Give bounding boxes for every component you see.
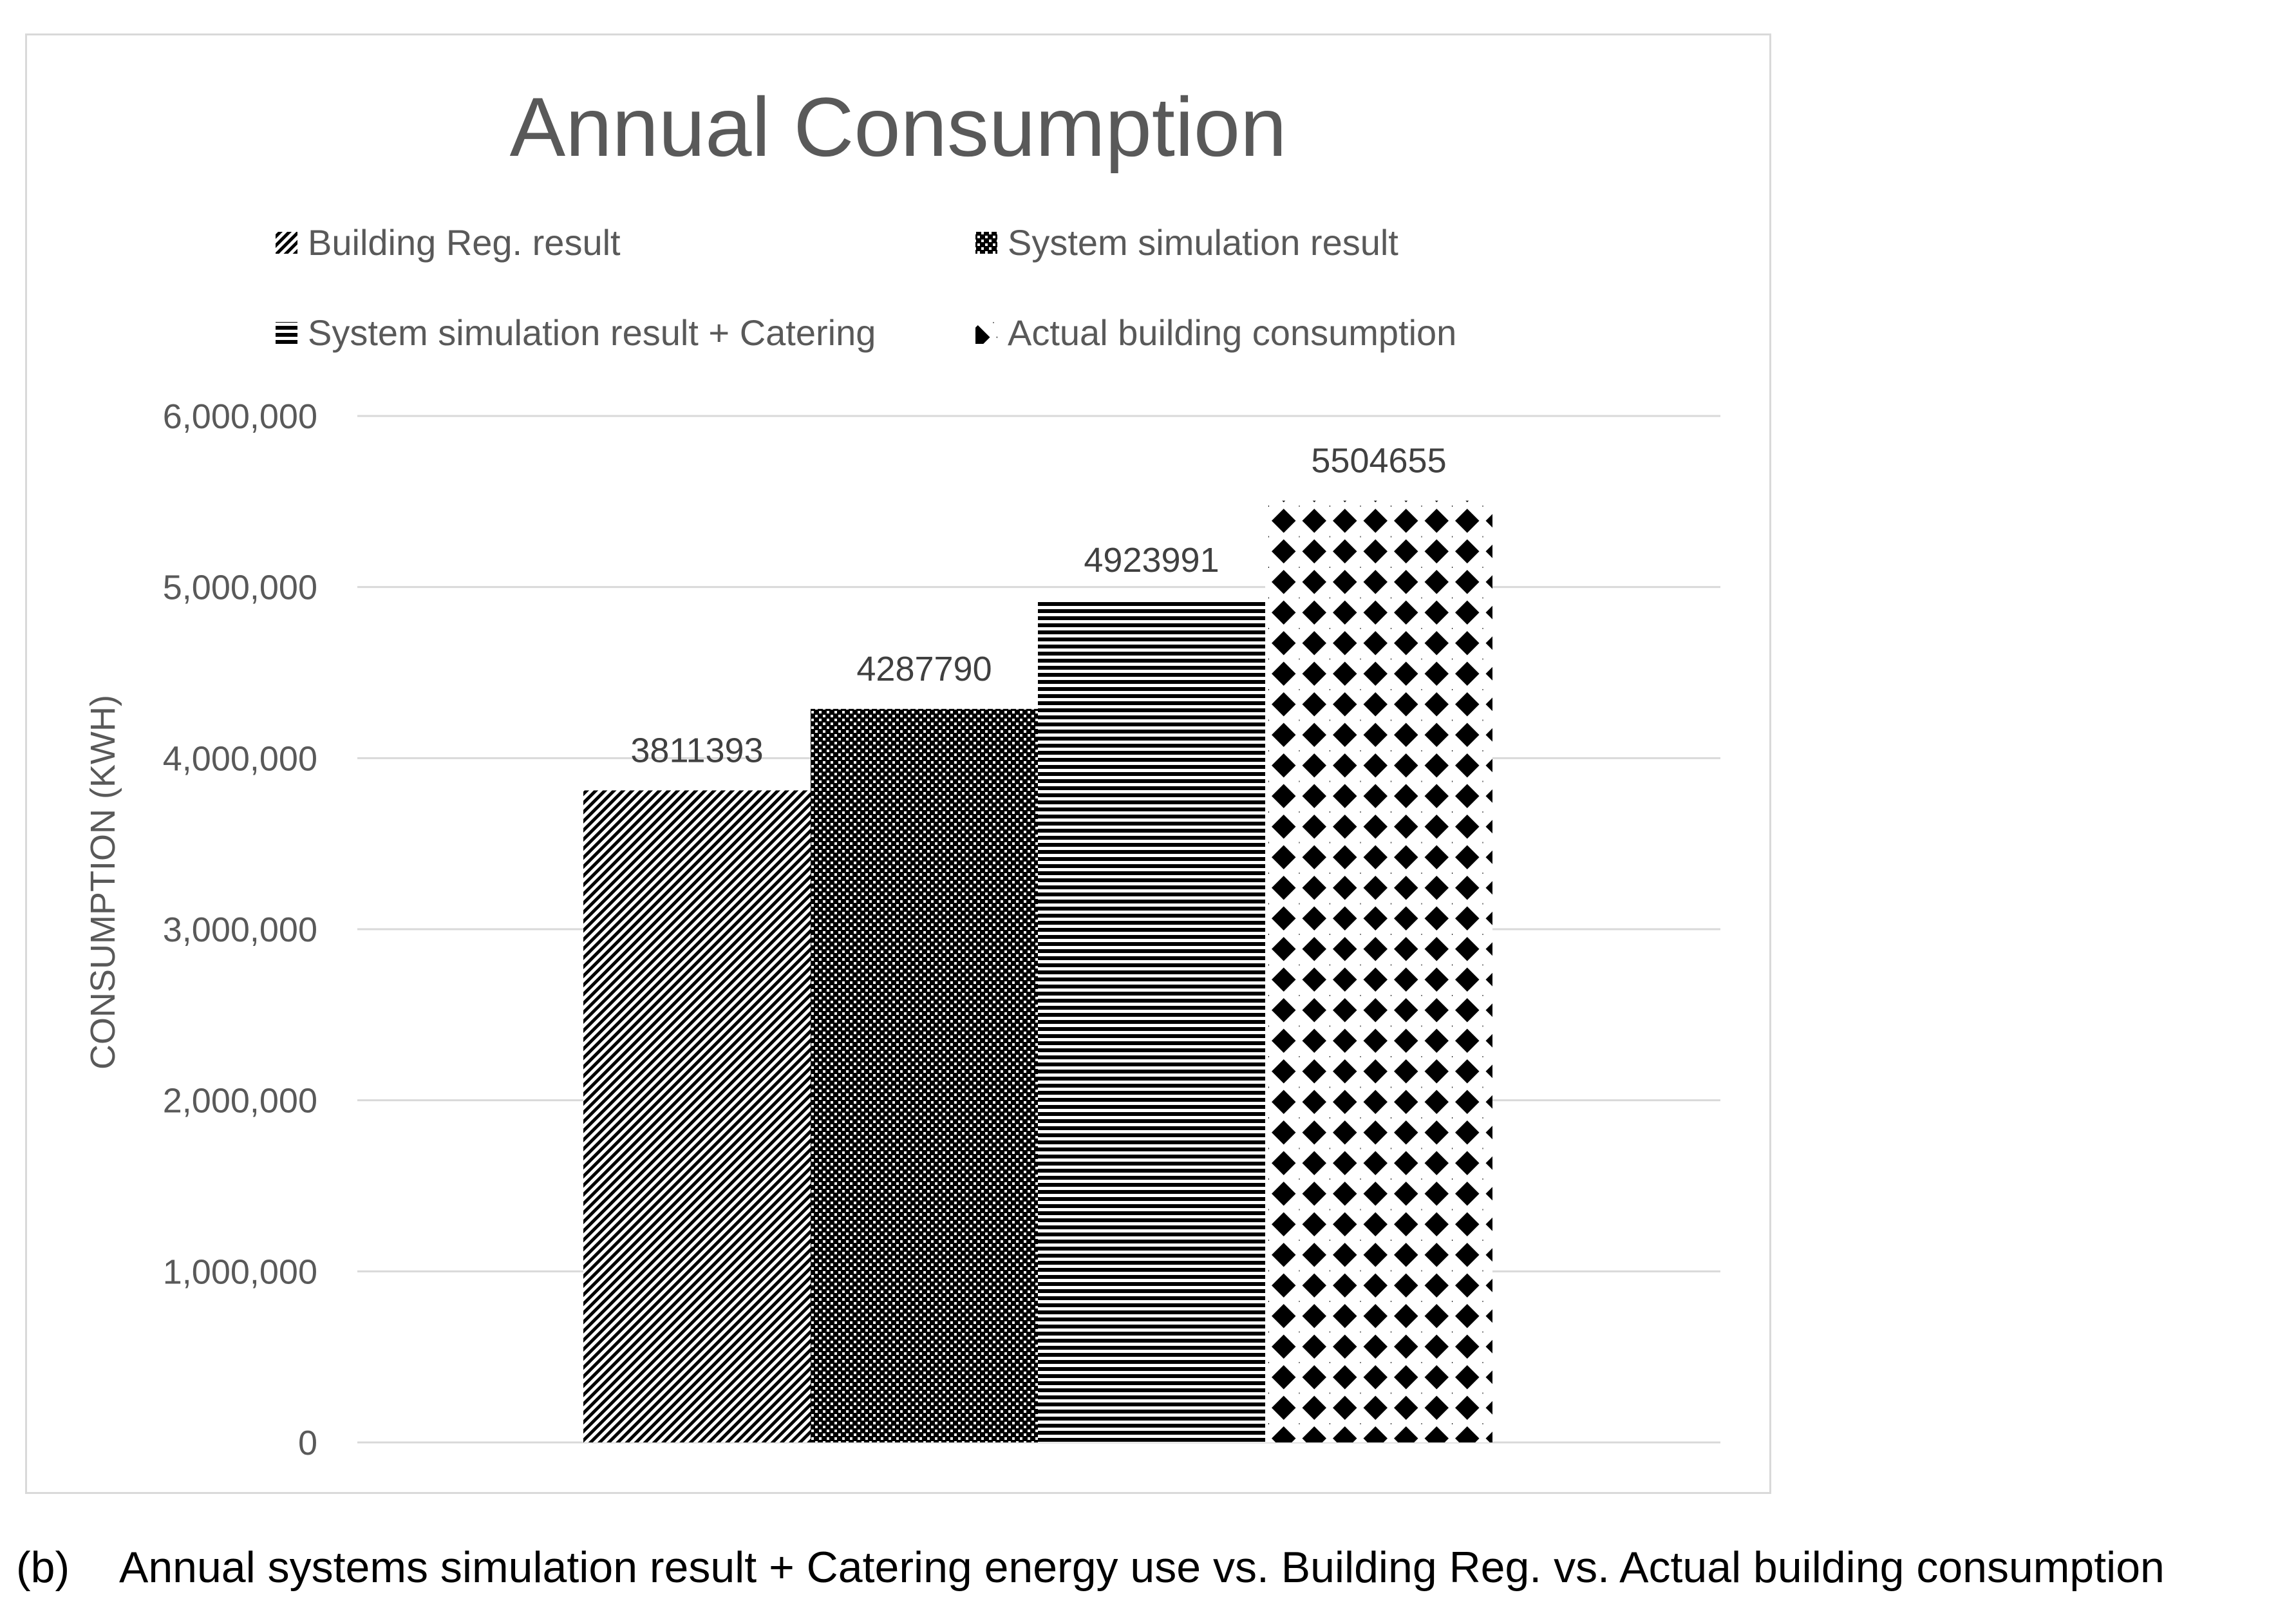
caption-label: (b) [16,1543,70,1592]
legend-swatch-horizontal [276,322,297,344]
legend-label: System simulation result [1008,222,1398,263]
legend-swatch-diagonal [276,232,297,254]
y-tick-labels: 0 1,000,000 2,000,000 3,000,000 4,000,000 5,0… [163,397,317,1462]
y-axis-label: CONSUMPTION (KWH) [84,695,122,1070]
caption-text: Annual systems simulation result + Cater… [119,1543,2165,1592]
legend: Building Reg. result System simulation re… [276,222,1456,353]
y-tick-label: 5,000,000 [163,569,317,607]
legend-label: Building Reg. result [308,222,621,263]
data-label: 4923991 [1084,541,1219,580]
data-label: 3811393 [630,731,763,770]
y-tick-label: 3,000,000 [163,911,317,949]
figure-caption: (b) Annual systems simulation result + C… [16,1542,2289,1600]
bars [583,500,1492,1442]
data-label: 4287790 [856,650,992,688]
y-tick-label: 2,000,000 [163,1082,317,1120]
chart-title: Annual Consumption [510,80,1287,174]
y-tick-label: 1,000,000 [163,1252,317,1291]
data-label: 5504655 [1311,442,1446,480]
y-tick-label: 0 [298,1424,317,1462]
bar-horizontal [1038,600,1265,1442]
y-tick-label: 4,000,000 [163,739,317,778]
legend-label: Actual building consumption [1008,312,1456,353]
legend-swatch-diamond [975,322,997,344]
bar-diamond [1265,500,1492,1442]
data-labels: 3811393 4287790 4923991 5504655 [630,442,1446,770]
legend-label: System simulation result + Catering [308,312,876,353]
bar-checker [811,708,1038,1442]
legend-swatch-checker [975,232,997,254]
bar-diagonal [583,790,811,1442]
y-tick-label: 6,000,000 [163,397,317,436]
